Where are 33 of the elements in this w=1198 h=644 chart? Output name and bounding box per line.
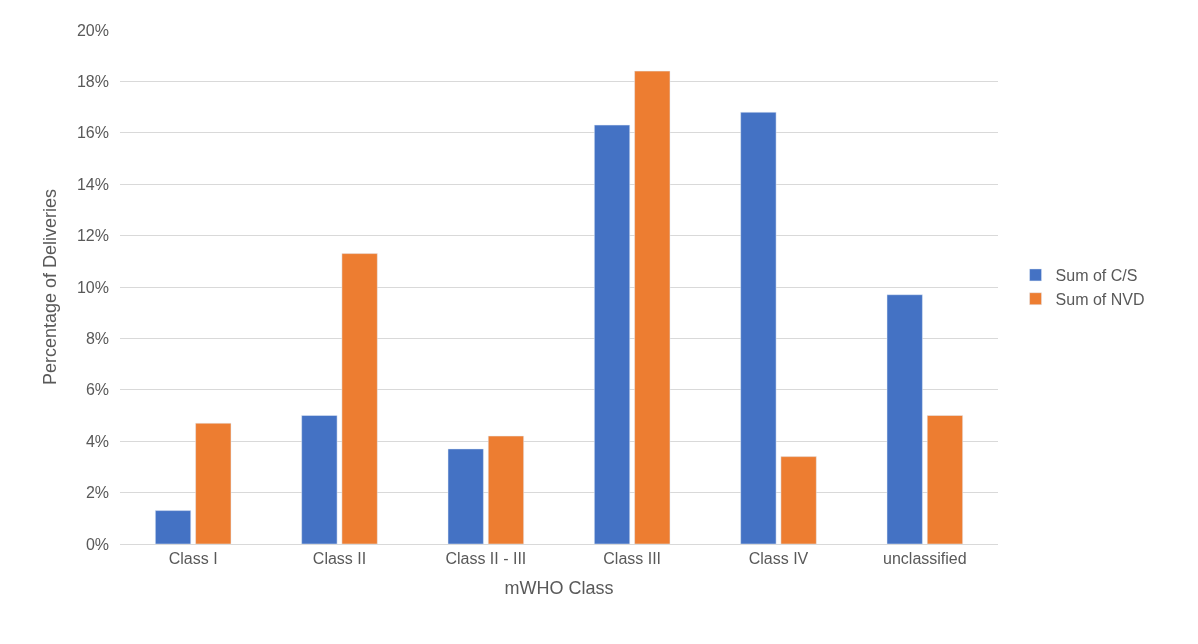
legend-label: Sum of C/S [1055, 267, 1138, 285]
y-tick-label: 12% [76, 227, 109, 245]
y-tick-label: 8% [85, 330, 109, 347]
x-tick-label: Class II [312, 550, 367, 568]
y-tick-label: 14% [76, 175, 109, 193]
bar [740, 111, 777, 544]
y-tick-label: 4% [85, 432, 109, 450]
x-tick-label: Class III [603, 550, 662, 568]
bar [634, 70, 671, 544]
x-axis-title: mWHO Class [504, 578, 614, 599]
bar [488, 435, 524, 544]
y-tick-label: 2% [85, 484, 109, 502]
x-tick-label: Class I [168, 550, 218, 568]
legend-label: Sum of NVD [1055, 290, 1145, 308]
y-tick-label: 6% [85, 381, 109, 399]
y-tick-label: 20% [76, 21, 109, 39]
bar [447, 448, 484, 544]
bar [780, 456, 817, 544]
bar [886, 294, 923, 544]
x-tick-label: Class IV [748, 550, 809, 568]
y-tick-label: 18% [76, 73, 109, 90]
bar [927, 415, 963, 544]
y-tick-label: 16% [76, 124, 109, 142]
y-tick-label: 0% [85, 535, 109, 553]
y-axis-title: Percentage of Deliveries [40, 188, 61, 386]
bar [341, 253, 378, 544]
bar [594, 124, 630, 544]
x-tick-label: Class II - III [445, 550, 527, 568]
x-tick-label: unclassified [883, 550, 967, 568]
bar [155, 510, 191, 544]
bar [195, 422, 232, 544]
y-tick-label: 10% [76, 278, 109, 296]
bar [301, 415, 338, 544]
